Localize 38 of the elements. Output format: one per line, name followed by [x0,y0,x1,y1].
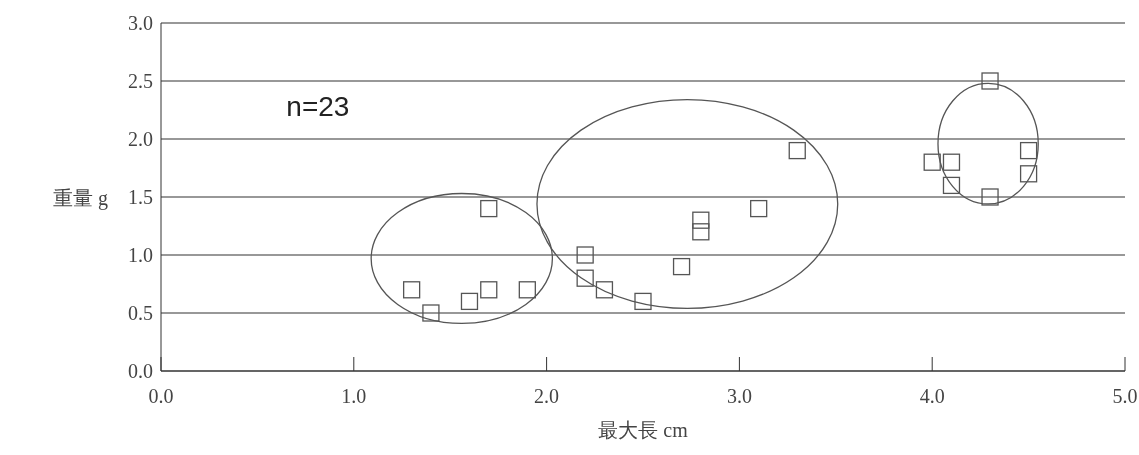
point [942,176,961,195]
point [1019,141,1038,160]
y-tick-label: 2.0 [128,128,153,151]
x-axis-title: 最大長 cm [597,418,689,443]
point [981,188,999,206]
point [422,304,440,322]
point [576,246,594,264]
y-tick-label: 3.0 [128,12,153,35]
point [942,153,961,171]
point [518,281,536,299]
y-tick-label: 0.0 [128,360,153,383]
x-tick-label: 2.0 [534,385,560,408]
y-axis-title: 重量 g [53,186,108,212]
point [1019,165,1038,183]
point [692,223,710,241]
annotation: n=23 [286,90,350,122]
point [576,269,594,287]
point [480,281,498,299]
point [460,292,479,311]
x-tick-label: 3.0 [726,385,752,408]
point [402,281,421,299]
point [672,257,691,276]
point [750,199,768,218]
y-tick-label: 2.5 [128,70,153,93]
point [595,281,614,299]
point [981,72,999,90]
y-tick-label: 1.0 [128,244,153,267]
point [692,211,710,229]
y-tick-label: 1.5 [128,186,153,209]
point [923,153,941,171]
x-tick-label: 5.0 [1112,385,1138,408]
y-tick-label: 0.5 [128,302,153,325]
x-tick-label: 4.0 [919,385,945,408]
point [634,292,652,311]
point [788,141,806,160]
x-tick-label: 0.0 [148,385,174,408]
x-tick-label: 1.0 [341,385,367,408]
point [480,199,498,218]
